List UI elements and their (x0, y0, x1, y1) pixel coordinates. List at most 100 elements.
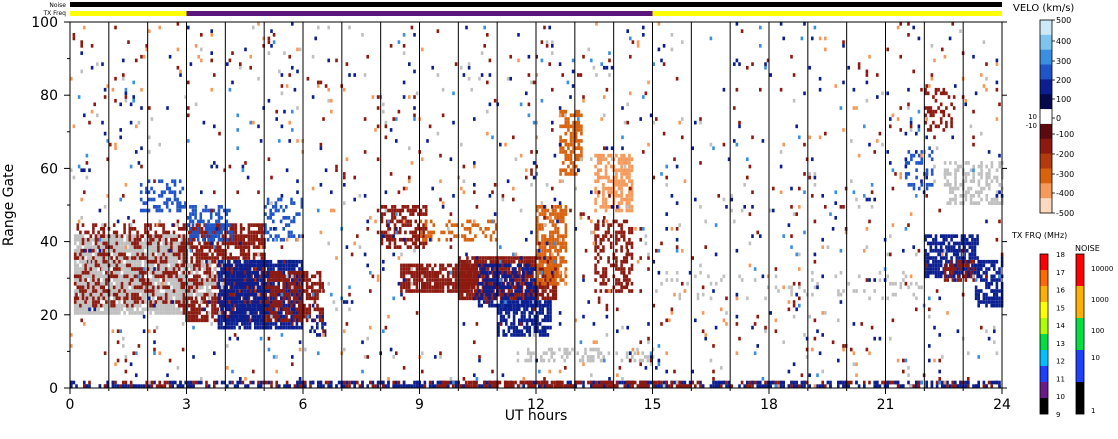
data-cell (422, 227, 425, 231)
data-cell (217, 285, 221, 290)
data-cell (995, 179, 999, 184)
data-cell (902, 278, 905, 282)
data-cell (73, 274, 77, 279)
data-cell (620, 194, 623, 198)
data-cell (92, 303, 95, 308)
data-cell (541, 263, 544, 268)
data-cell (123, 300, 126, 304)
data-cell (964, 172, 968, 176)
data-cell (407, 270, 411, 275)
data-cell (102, 256, 106, 260)
data-cell (458, 292, 461, 297)
data-cell (463, 227, 467, 231)
data-cell (157, 256, 160, 260)
data-cell (102, 281, 106, 286)
data-cell (292, 274, 296, 279)
data-cell (295, 292, 299, 297)
data-cell (628, 164, 631, 169)
data-cell (515, 303, 518, 308)
data-cell (532, 296, 535, 301)
data-cell (235, 278, 239, 282)
data-cell (556, 267, 560, 271)
data-cell (228, 208, 231, 213)
data-cell (164, 259, 168, 264)
data-cell (190, 303, 193, 308)
data-cell (536, 263, 539, 268)
data-cell (220, 270, 223, 275)
data-cell (235, 300, 239, 304)
data-cell (248, 322, 252, 326)
data-cell (200, 292, 204, 297)
data-cell (401, 205, 405, 209)
data-cell (282, 318, 285, 323)
data-cell (144, 259, 147, 264)
data-cell (274, 325, 278, 330)
data-cell (990, 201, 994, 205)
data-cell (602, 205, 605, 209)
data-cell (939, 263, 943, 268)
data-cell (308, 307, 311, 312)
data-cell (559, 109, 562, 114)
data-cell (446, 263, 450, 268)
data-cell (133, 285, 137, 290)
data-cell (311, 289, 314, 293)
data-cell (237, 234, 240, 238)
data-cell (267, 263, 270, 268)
data-cell (139, 190, 143, 195)
data-cell (187, 281, 191, 286)
data-cell (525, 256, 529, 260)
data-cell (617, 201, 621, 205)
data-cell (622, 172, 626, 176)
data-cell (292, 234, 296, 238)
data-cell (238, 267, 241, 271)
data-cell (255, 223, 258, 227)
data-cell (958, 245, 961, 249)
data-cell (541, 227, 544, 231)
data-cell (149, 263, 152, 268)
data-cell (287, 303, 291, 308)
data-cell (625, 219, 629, 224)
data-cell (154, 278, 158, 282)
data-cell (574, 128, 578, 132)
data-cell (102, 248, 106, 253)
data-cell (424, 223, 428, 227)
data-cell (536, 234, 539, 238)
data-cell (259, 285, 262, 290)
data-cell (311, 281, 314, 286)
data-cell (141, 292, 145, 297)
noise-bar-label: Noise (49, 2, 66, 9)
data-cell (316, 281, 319, 286)
data-cell (131, 237, 134, 242)
data-cell (228, 263, 231, 268)
data-cell (235, 292, 239, 297)
data-cell (173, 183, 177, 187)
data-cell (972, 267, 975, 271)
data-cell (241, 267, 244, 271)
data-cell (980, 168, 983, 173)
data-cell (280, 307, 283, 312)
data-cell (154, 234, 158, 238)
data-cell (141, 311, 145, 315)
data-cell (519, 289, 522, 293)
data-cell (175, 259, 178, 264)
data-cell (452, 281, 455, 286)
data-cell (182, 259, 186, 264)
data-cell (229, 227, 232, 231)
data-cell (458, 289, 461, 293)
data-cell (287, 270, 291, 275)
data-cell (615, 175, 618, 180)
data-cell (144, 230, 147, 235)
data-cell (295, 212, 298, 216)
data-cell (287, 216, 291, 220)
data-cell (230, 281, 234, 286)
data-cell (569, 161, 573, 165)
data-cell (620, 230, 623, 235)
data-cell (136, 256, 139, 260)
data-cell (995, 259, 999, 264)
data-cell (951, 263, 955, 268)
data-cell (596, 175, 600, 180)
data-cell (562, 237, 565, 242)
data-cell (419, 219, 423, 224)
data-cell (172, 270, 176, 275)
data-cell (295, 314, 298, 319)
